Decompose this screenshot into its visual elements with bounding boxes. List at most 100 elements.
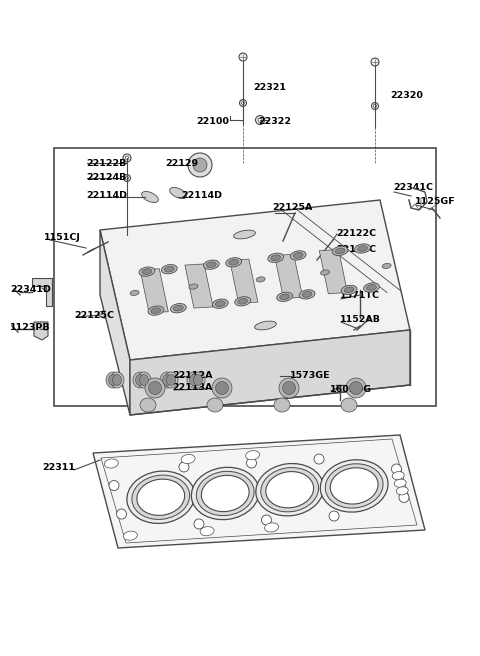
Circle shape xyxy=(331,255,335,258)
Ellipse shape xyxy=(207,367,229,380)
Circle shape xyxy=(188,153,212,177)
Ellipse shape xyxy=(341,398,357,412)
Circle shape xyxy=(262,515,272,525)
Ellipse shape xyxy=(108,375,118,386)
Ellipse shape xyxy=(330,468,378,504)
Ellipse shape xyxy=(98,310,126,319)
Circle shape xyxy=(109,481,119,491)
Circle shape xyxy=(314,454,324,464)
Ellipse shape xyxy=(164,266,174,272)
Ellipse shape xyxy=(130,291,139,295)
Ellipse shape xyxy=(203,364,233,384)
Ellipse shape xyxy=(363,283,379,292)
Polygon shape xyxy=(275,255,303,298)
Ellipse shape xyxy=(271,255,281,260)
Ellipse shape xyxy=(212,299,228,308)
Ellipse shape xyxy=(341,285,357,295)
Ellipse shape xyxy=(235,297,251,306)
Ellipse shape xyxy=(382,263,391,268)
Ellipse shape xyxy=(123,531,137,541)
Polygon shape xyxy=(100,230,130,415)
Text: 22311: 22311 xyxy=(42,464,75,472)
Ellipse shape xyxy=(191,372,205,388)
Ellipse shape xyxy=(346,378,366,398)
Ellipse shape xyxy=(349,382,362,394)
Bar xyxy=(54,148,436,406)
Text: 22322: 22322 xyxy=(258,117,291,125)
Ellipse shape xyxy=(392,472,404,480)
Circle shape xyxy=(357,287,363,293)
Ellipse shape xyxy=(238,298,248,304)
Ellipse shape xyxy=(164,372,178,388)
Text: 22114D: 22114D xyxy=(86,190,127,199)
Ellipse shape xyxy=(335,248,345,254)
Text: 22341D: 22341D xyxy=(10,285,51,295)
Ellipse shape xyxy=(246,451,260,460)
Circle shape xyxy=(329,236,337,244)
Ellipse shape xyxy=(133,372,147,388)
Text: 22100: 22100 xyxy=(196,117,229,125)
Ellipse shape xyxy=(110,372,124,388)
Circle shape xyxy=(255,115,264,125)
Ellipse shape xyxy=(163,375,171,386)
Ellipse shape xyxy=(321,270,329,275)
Ellipse shape xyxy=(226,258,241,267)
Text: 22114D: 22114D xyxy=(181,190,222,199)
Text: 22112A: 22112A xyxy=(172,371,213,380)
Circle shape xyxy=(392,464,401,474)
Ellipse shape xyxy=(193,375,203,386)
Circle shape xyxy=(329,511,339,521)
Circle shape xyxy=(123,154,131,162)
Ellipse shape xyxy=(344,287,354,293)
Text: 1125GF: 1125GF xyxy=(415,197,456,207)
Circle shape xyxy=(247,458,256,468)
Circle shape xyxy=(372,102,379,110)
Ellipse shape xyxy=(268,253,284,262)
Circle shape xyxy=(329,253,336,260)
Circle shape xyxy=(239,53,247,61)
Ellipse shape xyxy=(266,472,313,508)
Ellipse shape xyxy=(234,230,255,239)
Text: 22122B: 22122B xyxy=(86,159,126,167)
Ellipse shape xyxy=(187,372,201,388)
Ellipse shape xyxy=(181,455,195,464)
Circle shape xyxy=(359,289,361,291)
Ellipse shape xyxy=(196,471,254,516)
Ellipse shape xyxy=(261,468,319,512)
Circle shape xyxy=(293,211,297,215)
Text: 22321: 22321 xyxy=(253,83,286,92)
Ellipse shape xyxy=(206,262,216,268)
Ellipse shape xyxy=(161,264,177,274)
Ellipse shape xyxy=(280,294,289,300)
Circle shape xyxy=(291,209,299,217)
Text: 1152AB: 1152AB xyxy=(340,316,381,325)
Text: 22122C: 22122C xyxy=(336,230,376,239)
Text: 22124C: 22124C xyxy=(336,245,376,253)
Ellipse shape xyxy=(142,192,158,203)
Ellipse shape xyxy=(212,378,232,398)
Ellipse shape xyxy=(302,291,312,297)
Ellipse shape xyxy=(293,253,303,258)
Ellipse shape xyxy=(173,305,183,311)
Ellipse shape xyxy=(277,292,293,302)
Ellipse shape xyxy=(325,464,383,508)
Ellipse shape xyxy=(170,304,186,313)
Ellipse shape xyxy=(256,277,265,282)
Ellipse shape xyxy=(112,375,121,386)
Ellipse shape xyxy=(394,479,406,487)
Circle shape xyxy=(240,100,247,106)
Ellipse shape xyxy=(200,527,214,536)
Ellipse shape xyxy=(106,372,120,388)
Ellipse shape xyxy=(355,244,371,253)
Circle shape xyxy=(331,238,335,242)
Text: 1571TC: 1571TC xyxy=(340,291,380,300)
Ellipse shape xyxy=(127,471,194,523)
Ellipse shape xyxy=(207,398,223,412)
Ellipse shape xyxy=(192,467,259,520)
Polygon shape xyxy=(130,330,410,415)
Ellipse shape xyxy=(190,375,199,386)
Ellipse shape xyxy=(320,460,388,512)
Ellipse shape xyxy=(104,459,118,468)
Polygon shape xyxy=(32,278,52,306)
Ellipse shape xyxy=(189,284,198,289)
